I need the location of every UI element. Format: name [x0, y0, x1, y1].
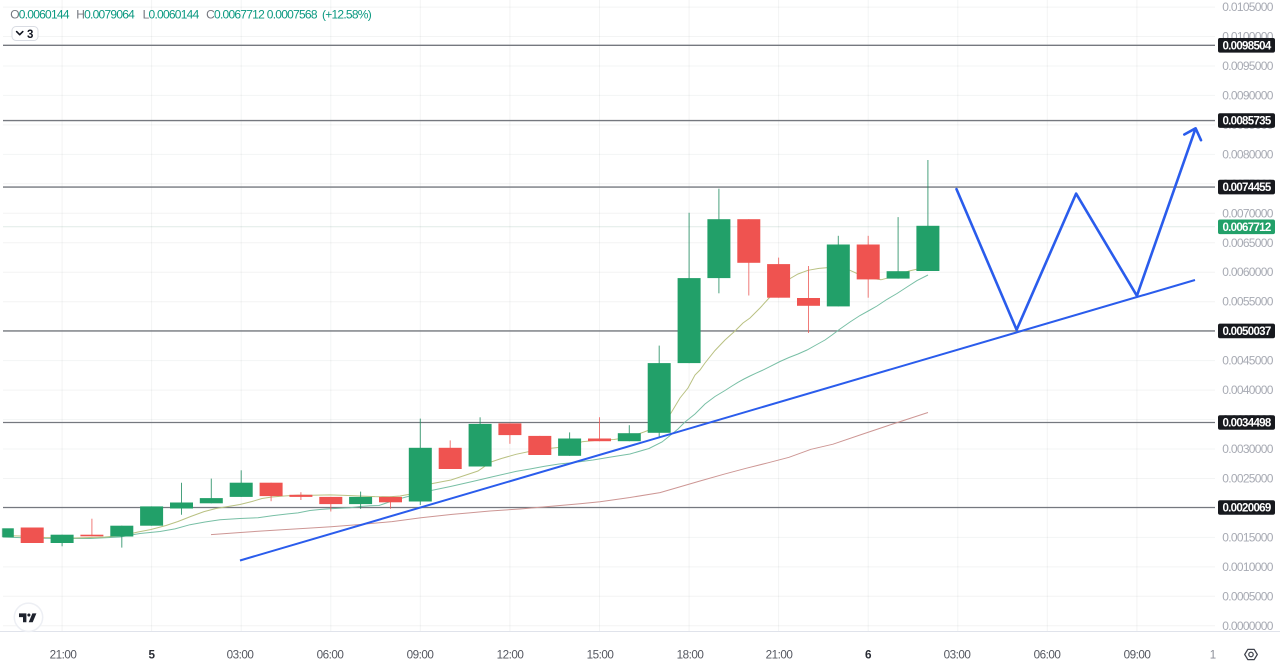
- svg-text:0.0015000: 0.0015000: [1222, 530, 1273, 544]
- svg-text:15:00: 15:00: [587, 649, 615, 662]
- svg-text:09:00: 09:00: [407, 649, 435, 662]
- svg-text:0.0060000: 0.0060000: [1222, 265, 1273, 279]
- svg-text:0.0010000: 0.0010000: [1222, 560, 1273, 574]
- svg-text:1: 1: [1210, 650, 1216, 662]
- svg-text:0.0000000: 0.0000000: [1222, 619, 1273, 633]
- svg-text:21:00: 21:00: [766, 649, 794, 662]
- svg-text:18:00: 18:00: [677, 649, 705, 662]
- svg-text:(+12.58%): (+12.58%): [322, 8, 372, 22]
- svg-text:0.0005000: 0.0005000: [1222, 589, 1273, 603]
- svg-text:3: 3: [27, 29, 33, 41]
- svg-text:09:00: 09:00: [1124, 649, 1152, 662]
- svg-text:6: 6: [865, 649, 872, 662]
- svg-text:0.0034498: 0.0034498: [1222, 418, 1271, 430]
- svg-text:06:00: 06:00: [317, 649, 345, 662]
- svg-text:03:00: 03:00: [227, 649, 255, 662]
- svg-text:12:00: 12:00: [497, 649, 525, 662]
- svg-text:0.0055000: 0.0055000: [1222, 295, 1273, 309]
- svg-text:0.0025000: 0.0025000: [1222, 472, 1273, 486]
- svg-text:0.0030000: 0.0030000: [1222, 442, 1273, 456]
- svg-text:0.0095000: 0.0095000: [1222, 59, 1273, 73]
- svg-text:L0.0060144: L0.0060144: [143, 8, 200, 22]
- svg-text:O0.0060144: O0.0060144: [10, 8, 70, 22]
- svg-text:0.0085735: 0.0085735: [1222, 116, 1271, 128]
- svg-text:0.0020069: 0.0020069: [1222, 503, 1270, 515]
- svg-text:0.0080000: 0.0080000: [1222, 147, 1273, 161]
- svg-text:0.0090000: 0.0090000: [1222, 88, 1273, 102]
- svg-text:0.0040000: 0.0040000: [1222, 383, 1273, 397]
- svg-text:0.0105000: 0.0105000: [1222, 0, 1273, 14]
- svg-text:0.0074455: 0.0074455: [1222, 182, 1271, 194]
- svg-text:C0.0067712: C0.0067712: [206, 8, 265, 22]
- svg-text:0.0070000: 0.0070000: [1222, 206, 1273, 220]
- svg-text:5: 5: [148, 649, 155, 662]
- svg-text:0.0007568: 0.0007568: [267, 8, 318, 22]
- svg-text:0.0045000: 0.0045000: [1222, 354, 1273, 368]
- svg-text:0.0067712: 0.0067712: [1222, 222, 1270, 234]
- svg-text:06:00: 06:00: [1034, 649, 1062, 662]
- svg-text:0.0065000: 0.0065000: [1222, 236, 1273, 250]
- svg-text:H0.0079064: H0.0079064: [76, 8, 135, 22]
- svg-text:21:00: 21:00: [50, 649, 78, 662]
- svg-text:03:00: 03:00: [944, 649, 972, 662]
- svg-text:0.0098504: 0.0098504: [1222, 40, 1271, 52]
- svg-text:0.0050037: 0.0050037: [1222, 326, 1270, 338]
